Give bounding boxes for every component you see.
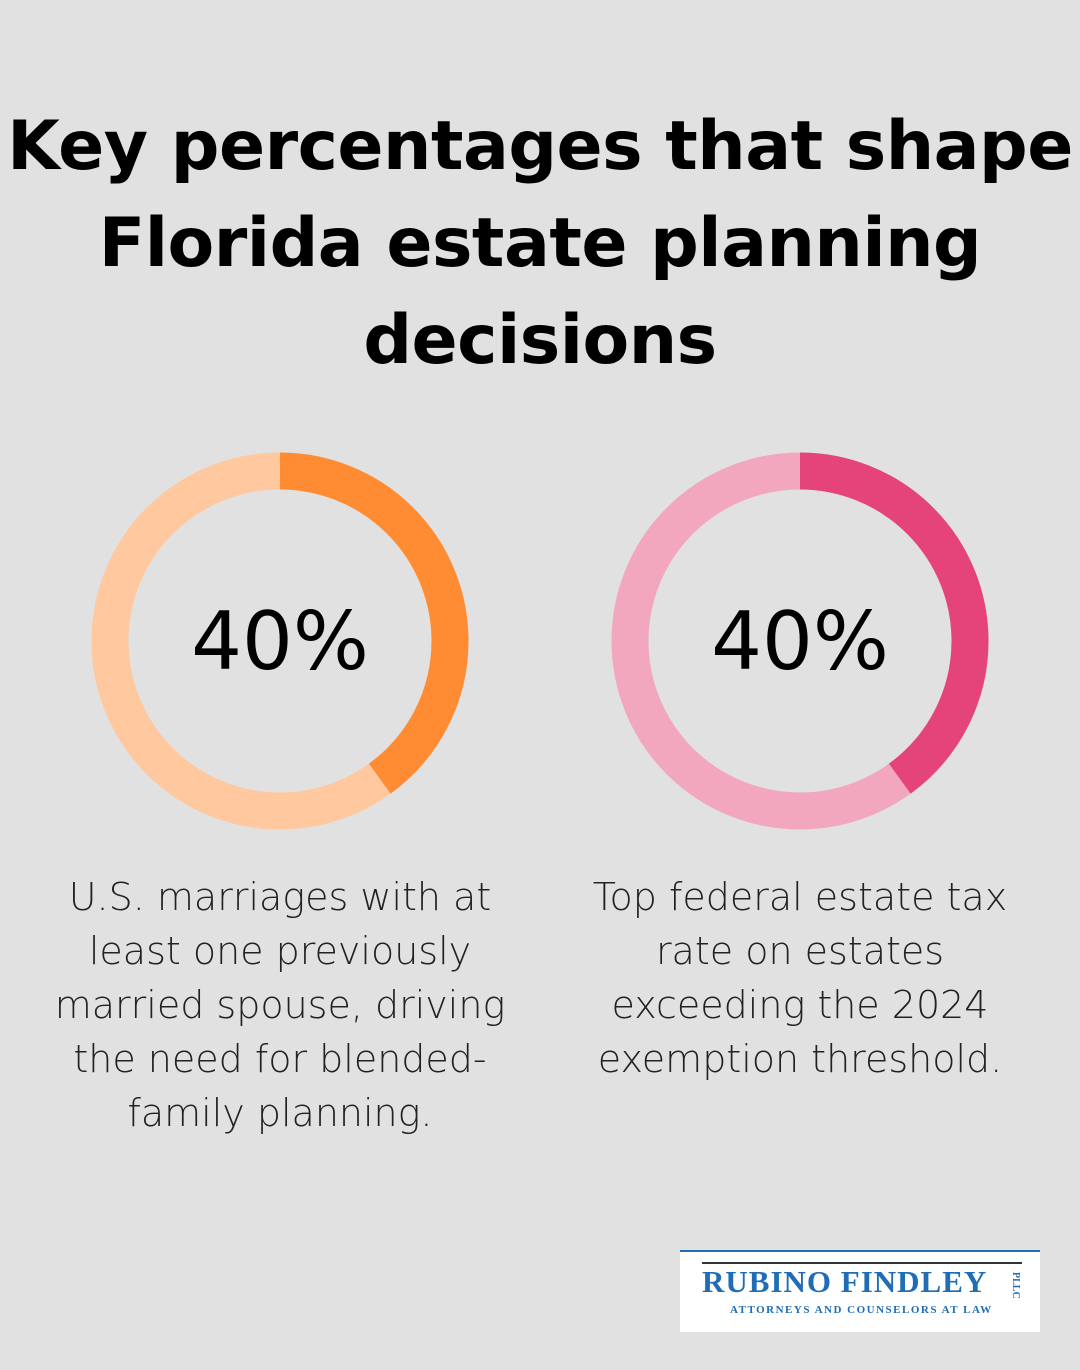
page-title: Key percentages that shape Florida estat…	[7, 107, 1073, 380]
donut-label-1: 40%	[191, 594, 369, 688]
donut-value-arc-2	[611, 452, 989, 830]
donut-chart-1: 40%	[90, 451, 470, 831]
company-logo: RUBINO FINDLEY PLLC ATTORNEYS AND COUNSE…	[680, 1250, 1040, 1332]
donut-value-arc-1	[91, 452, 469, 830]
logo-suffix: PLLC	[1010, 1272, 1021, 1299]
logo-rule	[702, 1262, 1022, 1264]
logo-name: RUBINO FINDLEY	[702, 1264, 988, 1299]
description-2: Top federal estate tax rate on estates e…	[592, 875, 1008, 1081]
description-1: U.S. marriages with at least one previou…	[54, 875, 506, 1135]
donut-svg-2	[611, 452, 989, 830]
donut-label-2: 40%	[711, 594, 889, 688]
donut-svg-1	[91, 452, 469, 830]
logo-tagline: ATTORNEYS AND COUNSELORS AT LAW	[730, 1304, 993, 1316]
donut-chart-2: 40%	[610, 451, 990, 831]
